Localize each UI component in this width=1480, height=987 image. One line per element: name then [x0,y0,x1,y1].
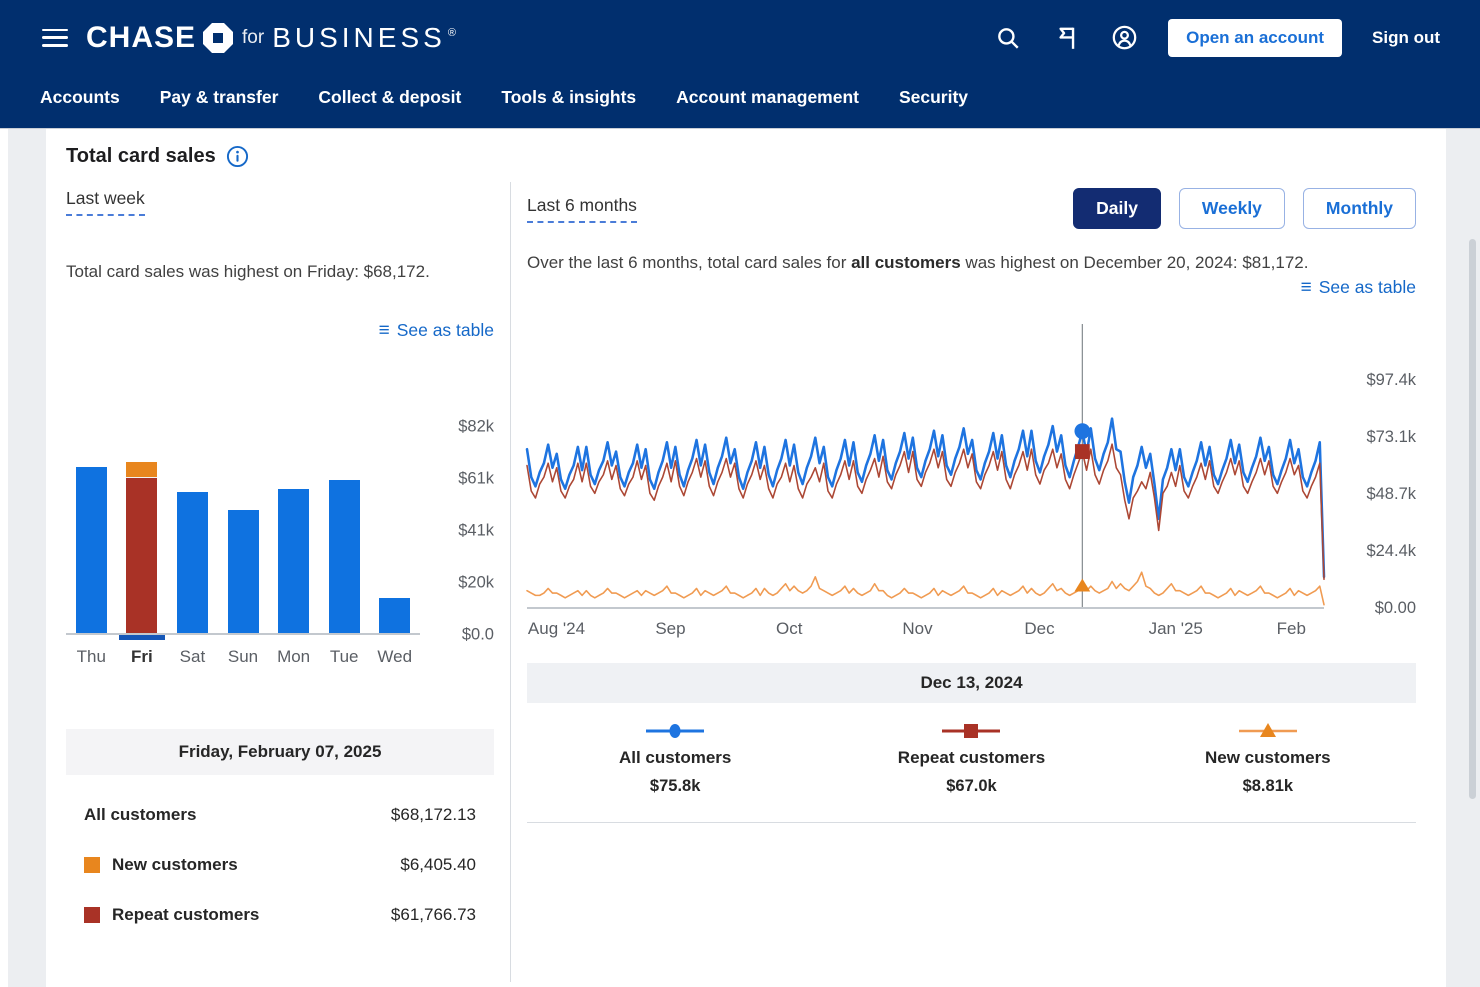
nav-tools-insights[interactable]: Tools & insights [501,87,636,108]
week-chart-y-axis: $0.0$20k$41k$61k$82k [424,427,494,635]
y-tick-label: $20k [458,574,494,593]
brand-chase-text: CHASE [86,21,196,55]
menu-hamburger-icon[interactable] [40,26,70,50]
day-label-sun: Sun [218,647,269,667]
y-tick-label: $0.0 [462,626,494,645]
x-tick-label: Sep [655,619,685,639]
six-month-panel: Last 6 months Daily Weekly Monthly Over … [511,182,1446,982]
y-tick-label: $24.4k [1366,542,1416,561]
bar-sat[interactable] [167,427,218,633]
week-chart-x-axis: ThuFriSatSunMonTueWed [66,647,420,667]
sign-out-button[interactable]: Sign out [1372,28,1440,48]
left-gutter [8,129,46,987]
total-card-sales-card: Total card sales Last week Total card sa… [46,129,1446,987]
last-6-months-label[interactable]: Last 6 months [527,195,637,223]
bar-mon[interactable] [268,427,319,633]
chart-legend: All customers $75.8k Repeat customers $6… [527,723,1416,823]
bar-fri[interactable] [117,427,168,633]
table-list-icon: ≡ [379,321,390,340]
selected-date-band: Dec 13, 2024 [527,663,1416,703]
legend-new-customers[interactable]: New customers $8.81k [1120,723,1416,796]
bar-tue[interactable] [319,427,370,633]
selected-day-detail: Friday, February 07, 2025 All customers … [66,729,494,925]
six-month-chart-y-axis: $0.00$24.4k$48.7k$73.1k$97.4k [1338,324,1416,609]
repeat-customers-marker-icon [940,723,1002,739]
six-month-chart-x-axis: Aug '24 Sep Oct Nov Dec Jan '25 Feb [527,619,1324,647]
page-title: Total card sales [66,145,216,168]
bar-sun[interactable] [218,427,269,633]
week-bar-chart-plot [66,427,420,635]
page-body: Total card sales Last week Total card sa… [0,129,1480,987]
new-customers-swatch [84,857,100,873]
selected-day-date: Friday, February 07, 2025 [66,729,494,775]
week-bar-chart: $0.0$20k$41k$61k$82k [66,427,494,635]
top-header: CHASE for BUSINESS® Open an account Sign… [0,0,1480,129]
granularity-toggle: Daily Weekly Monthly [1073,188,1416,229]
brand-business-text: BUSINESS® [272,22,460,54]
last-week-label[interactable]: Last week [66,188,145,216]
day-label-mon: Mon [268,647,319,667]
nav-accounts[interactable]: Accounts [40,87,120,108]
new-customers-marker-icon [1237,723,1299,739]
brand-for-text: for [242,27,264,49]
last-week-panel: Last week Total card sales was highest o… [46,182,510,982]
y-tick-label: $48.7k [1366,485,1416,504]
bar-wed[interactable] [369,427,420,633]
y-tick-label: $41k [458,522,494,541]
nav-pay-transfer[interactable]: Pay & transfer [160,87,279,108]
open-an-account-button[interactable]: Open an account [1168,19,1342,57]
search-icon[interactable] [994,24,1022,52]
header-top-row: CHASE for BUSINESS® Open an account Sign… [0,0,1480,75]
detail-row-repeat-customers: Repeat customers $61,766.73 [66,905,494,925]
info-icon[interactable] [226,145,249,168]
day-label-wed: Wed [369,647,420,667]
table-list-icon: ≡ [1301,278,1312,297]
day-label-tue: Tue [319,647,370,667]
chase-for-business-logo[interactable]: CHASE for BUSINESS® [86,21,460,55]
day-label-sat: Sat [167,647,218,667]
x-tick-label: Nov [902,619,932,639]
chase-octagon-icon [203,23,233,53]
toggle-monthly-button[interactable]: Monthly [1303,188,1416,229]
all-customers-marker-icon [644,723,706,739]
y-tick-label: $97.4k [1366,371,1416,390]
y-tick-label: $82k [458,418,494,437]
x-tick-label: Jan '25 [1149,619,1203,639]
week-summary-text: Total card sales was highest on Friday: … [66,262,494,282]
header-actions: Open an account Sign out [994,19,1440,57]
detail-row-new-customers: New customers $6,405.40 [66,855,494,875]
page-scrollbar[interactable] [1469,239,1476,799]
repeat-customers-swatch [84,907,100,923]
six-month-summary-text: Over the last 6 months, total card sales… [527,253,1416,273]
six-month-see-as-table-link[interactable]: ≡ See as table [527,277,1416,298]
week-see-as-table-link[interactable]: ≡ See as table [66,320,494,341]
y-tick-label: $61k [458,470,494,489]
y-tick-label: $0.00 [1375,599,1416,618]
selected-day-indicator [119,635,166,640]
profile-icon[interactable] [1110,24,1138,52]
registered-mark: ® [448,27,460,39]
x-tick-label: Feb [1277,619,1306,639]
legend-repeat-customers[interactable]: Repeat customers $67.0k [823,723,1119,796]
x-tick-label: Dec [1024,619,1054,639]
nav-security[interactable]: Security [899,87,968,108]
y-tick-label: $73.1k [1366,428,1416,447]
day-label-fri: Fri [117,647,168,667]
toggle-weekly-button[interactable]: Weekly [1179,188,1285,229]
day-label-thu: Thu [66,647,117,667]
bar-thu[interactable] [66,427,117,633]
right-gutter [1446,129,1480,987]
nav-collect-deposit[interactable]: Collect & deposit [318,87,461,108]
six-month-chart-plot[interactable] [527,324,1324,609]
legend-all-customers[interactable]: All customers $75.8k [527,723,823,796]
x-tick-label: Aug '24 [528,619,585,639]
detail-row-all-customers: All customers $68,172.13 [66,805,494,825]
flag-icon[interactable] [1052,24,1080,52]
main-navigation: Accounts Pay & transfer Collect & deposi… [0,75,1480,128]
nav-account-management[interactable]: Account management [676,87,859,108]
six-month-line-chart: $0.00$24.4k$48.7k$73.1k$97.4k [527,324,1416,609]
toggle-daily-button[interactable]: Daily [1073,188,1161,229]
x-tick-label: Oct [776,619,802,639]
